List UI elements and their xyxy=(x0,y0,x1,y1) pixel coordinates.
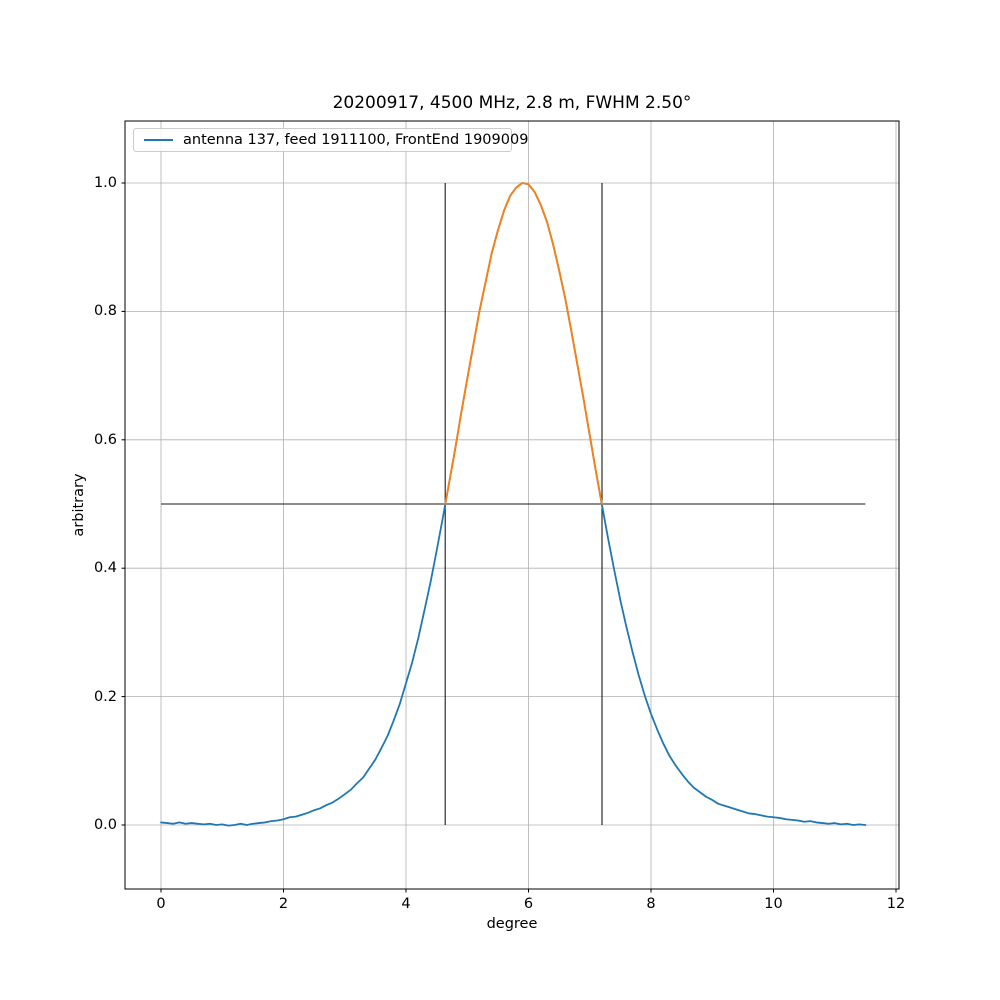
x-tick-label: 0 xyxy=(156,896,166,912)
y-tick-label: 0.6 xyxy=(93,431,117,448)
x-tick-label: 2 xyxy=(278,896,289,912)
y-tick-label: 0.4 xyxy=(93,560,117,577)
y-axis-label: arbitrary xyxy=(71,473,87,537)
x-axis-label: degree xyxy=(486,916,538,932)
y-tick-label: 0.2 xyxy=(93,688,117,705)
y-tick-label: 0.0 xyxy=(93,816,117,833)
x-tick-label: 4 xyxy=(401,896,411,912)
legend-box: antenna 137, feed 1911100, FrontEnd 1909… xyxy=(133,128,528,152)
chart-title: 20200917, 4500 MHz, 2.8 m, FWHM 2.50° xyxy=(332,93,692,113)
x-tick-label: 6 xyxy=(523,896,534,912)
beam-curve-fwhm-segment xyxy=(444,182,603,505)
x-tick-label: 12 xyxy=(886,896,906,912)
y-tick-label: 0.8 xyxy=(93,303,117,320)
legend-label: antenna 137, feed 1911100, FrontEnd 1909… xyxy=(183,132,529,148)
axes-spines xyxy=(124,120,900,890)
x-tick-label: 10 xyxy=(764,896,783,912)
x-tick-label: 8 xyxy=(646,896,656,912)
legend-line-sample xyxy=(144,139,173,141)
y-tick-label: 1.0 xyxy=(93,175,117,191)
